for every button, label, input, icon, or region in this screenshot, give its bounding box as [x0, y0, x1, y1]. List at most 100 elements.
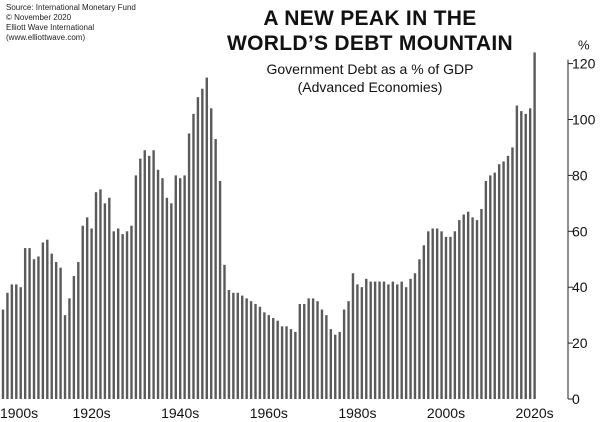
bar-1962 [276, 320, 279, 399]
bar-1925 [112, 231, 115, 399]
y-axis-unit-label: % [578, 38, 590, 53]
bar-1984 [373, 281, 377, 399]
bar-1973 [325, 315, 328, 399]
bar-1903 [15, 284, 18, 399]
bar-1958 [258, 306, 262, 399]
bar-1908 [37, 256, 40, 399]
bar-2019 [528, 108, 532, 399]
bar-2020 [533, 52, 536, 400]
bar-1931 [139, 158, 142, 399]
bar-1951 [227, 290, 231, 399]
bar-1933 [147, 155, 151, 399]
bar-1953 [236, 292, 239, 399]
y-tick-label-60: 60 [572, 223, 588, 239]
bar-1989 [396, 284, 399, 399]
bar-2010 [489, 175, 492, 399]
bar-2013 [502, 161, 505, 399]
bar-2017 [520, 111, 523, 400]
bar-1944 [196, 97, 200, 399]
bar-1911 [50, 253, 53, 399]
y-axis: % 0 20 40 60 80 100 120 [567, 38, 596, 407]
bar-1905 [23, 248, 27, 399]
bar-1916 [72, 276, 76, 399]
bar-1917 [77, 262, 80, 399]
bar-1979 [351, 273, 355, 399]
bar-1928 [125, 231, 129, 399]
bar-2012 [497, 164, 501, 399]
bar-1982 [365, 278, 368, 399]
bar-1930 [134, 175, 138, 399]
y-tick-label-120: 120 [572, 56, 596, 72]
bar-1919 [85, 217, 89, 399]
bar-1902 [10, 284, 14, 399]
bar-1900 [1, 309, 5, 399]
bar-1901 [6, 292, 9, 399]
bar-1956 [249, 301, 253, 399]
bar-1997 [431, 228, 434, 399]
bar-1994 [418, 259, 421, 399]
x-tick-label-1960s: 1960s [250, 405, 288, 421]
bar-1948 [214, 139, 217, 399]
bar-1920 [90, 228, 93, 399]
x-tick-label-1900s: 1900s [0, 405, 38, 421]
bar-1988 [391, 281, 395, 399]
bar-1947 [210, 108, 213, 399]
y-tick-label-0: 0 [572, 391, 580, 407]
bar-1907 [32, 259, 36, 399]
bar-1978 [347, 301, 350, 399]
bar-1937 [165, 197, 169, 399]
bar-1950 [223, 264, 226, 399]
y-tick-label-80: 80 [572, 167, 588, 183]
bar-1914 [63, 315, 67, 399]
bar-1977 [342, 309, 346, 399]
bar-1954 [241, 295, 244, 399]
publisher-line: Elliott Wave International [6, 23, 95, 32]
bar-1967 [298, 303, 302, 399]
bar-2007 [475, 220, 479, 399]
chart-subtitle-line-1: Government Debt as a % of GDP [266, 61, 474, 77]
bar-1924 [108, 197, 111, 399]
bar-1965 [289, 329, 293, 400]
bar-1959 [263, 312, 266, 399]
bar-1913 [59, 267, 62, 399]
bar-1969 [307, 298, 310, 399]
bar-2011 [493, 172, 496, 399]
bar-2018 [524, 113, 527, 399]
bar-1932 [143, 150, 146, 399]
bar-1996 [427, 231, 430, 399]
bar-1990 [400, 281, 403, 399]
bar-1970 [311, 298, 315, 399]
x-tick-label-2020s: 2020s [516, 405, 554, 421]
bar-1974 [329, 329, 333, 400]
bar-1995 [422, 245, 426, 399]
website-line: (www.elliottwave.com) [6, 33, 86, 42]
bar-1999 [440, 231, 443, 399]
x-tick-label-2000s: 2000s [427, 405, 465, 421]
bar-1942 [187, 133, 191, 400]
bar-1968 [303, 303, 306, 399]
bar-1922 [99, 189, 102, 400]
bar-1927 [121, 234, 124, 399]
bar-1981 [360, 287, 364, 399]
bar-1971 [316, 301, 319, 399]
bar-1964 [285, 326, 288, 399]
bar-1929 [130, 225, 133, 399]
bar-1926 [116, 228, 120, 399]
bar-2008 [480, 208, 483, 399]
bar-1961 [272, 317, 275, 399]
bar-2001 [449, 236, 452, 399]
bar-1963 [280, 326, 284, 399]
chart-title-line-1: A NEW PEAK IN THE [263, 7, 477, 30]
bar-1915 [68, 298, 71, 399]
bar-2009 [484, 180, 488, 399]
bar-1910 [46, 239, 49, 399]
bar-1918 [81, 225, 84, 399]
bar-1957 [254, 303, 257, 399]
bar-1972 [320, 309, 324, 399]
bar-1912 [54, 262, 58, 399]
bar-2006 [471, 217, 474, 399]
bar-1976 [338, 331, 341, 399]
chart-title-line-2: WORLD’S DEBT MOUNTAIN [227, 32, 513, 55]
bar-1936 [161, 178, 164, 399]
